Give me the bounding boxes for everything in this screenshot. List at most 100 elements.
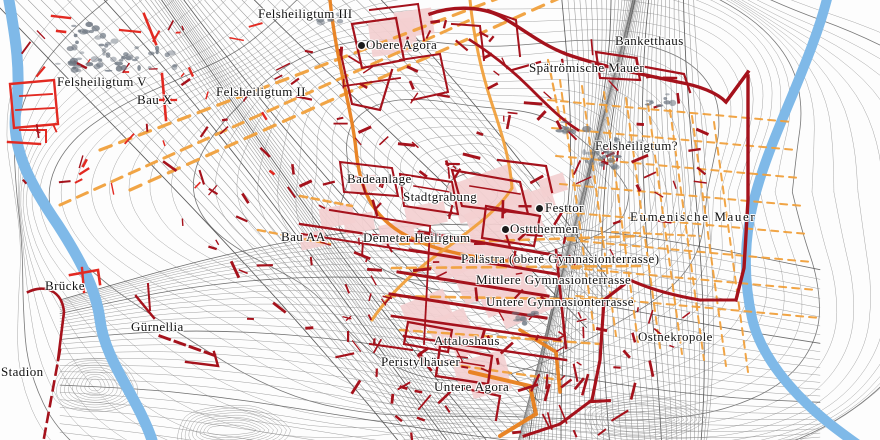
wall-segment <box>576 318 587 323</box>
map-label-peristylhaeuser[interactable]: Peristylhäuser <box>381 354 461 369</box>
map-label-bau-aa[interactable]: Bau AA <box>281 229 326 244</box>
map-label-bruecke[interactable]: Brücke <box>45 278 85 293</box>
wall-segment <box>342 76 402 88</box>
contour-knoll <box>76 371 114 399</box>
wall-segment <box>291 164 295 175</box>
contour-line <box>158 0 481 440</box>
map-label-felsheiligtum-fragezeichen[interactable]: Felsheiligtum? <box>595 138 678 153</box>
map-label-untere-agora[interactable]: Untere Agora <box>434 379 510 394</box>
wall-segment <box>557 334 566 340</box>
map-label-badeanlage[interactable]: Badeanlage <box>347 171 412 186</box>
contour-knoll <box>192 414 274 440</box>
map-label-ostthermen[interactable]: Osttthermen <box>510 221 579 236</box>
wall-segment <box>526 233 543 237</box>
map-label-spaetroemische-mauer[interactable]: Spätrömische Mauer <box>529 60 645 75</box>
wall-segment <box>81 158 88 168</box>
map-label-eumenische-mauer[interactable]: Eumenische Mauer <box>630 209 757 224</box>
wall-segment <box>361 240 365 256</box>
street-line <box>625 97 661 349</box>
wall-segment <box>517 228 531 241</box>
map-label-stadion[interactable]: Stadion <box>1 364 44 379</box>
wall-segment <box>576 361 582 366</box>
contour-line-east <box>646 0 668 440</box>
map-label-felsheiligtum-v[interactable]: Felsheiligtum V <box>57 74 147 89</box>
wall-segment <box>612 220 621 225</box>
contour-line-east <box>624 0 641 440</box>
street-line <box>559 183 805 207</box>
rubble-patch <box>77 29 82 33</box>
wall-segment <box>461 365 469 369</box>
map-label-festtor[interactable]: Festtor <box>545 200 584 215</box>
map-label-bau-x[interactable]: Bau X <box>137 92 173 107</box>
wall-segment <box>50 14 72 20</box>
wall-segment <box>344 283 350 294</box>
wall-segment <box>486 334 493 343</box>
rubble-patch <box>115 65 123 72</box>
rubble-patch <box>611 164 620 170</box>
street-line <box>468 370 539 438</box>
map-label-felsheiligtum-ii[interactable]: Felsheiligtum II <box>216 84 306 99</box>
map-label-obere-agora[interactable]: Obere Agora <box>366 37 438 52</box>
contour-line <box>145 0 466 440</box>
wall-segment <box>575 176 592 185</box>
map-label-mittlere-gymnasionterrasse[interactable]: Mittlere Gymnasionterrasse <box>476 272 632 287</box>
wall-segment <box>610 409 629 422</box>
wall-segment <box>372 338 383 354</box>
wall-segment <box>357 125 372 134</box>
map-label-ostnekropole[interactable]: Ostnekropole <box>638 329 713 344</box>
contour-line-east <box>688 0 710 440</box>
rubble-patch <box>521 320 528 326</box>
map-label-banketthaus[interactable]: Banketthaus <box>615 33 684 48</box>
wall-segment <box>259 146 271 158</box>
map-label-attaloshaus[interactable]: Attaloshaus <box>434 333 500 348</box>
wall-segment <box>554 248 568 350</box>
wall-segment <box>388 292 548 320</box>
map-point-marker-obere-agora[interactable] <box>358 42 365 49</box>
wall-segment <box>669 344 675 348</box>
contour-line <box>0 7 399 440</box>
river-west <box>3 0 158 440</box>
wall-segment <box>417 394 432 411</box>
contour-line-east <box>641 0 662 440</box>
map-label-untere-gymnasionterrasse[interactable]: Untere Gymnasionterrasse <box>486 294 634 309</box>
wall-segment <box>398 172 460 216</box>
contour-line <box>80 0 439 440</box>
wall-segment <box>15 107 55 111</box>
contour-ring <box>91 0 773 409</box>
map-point-marker-ostthermen[interactable] <box>502 226 509 233</box>
wall-segment <box>462 152 481 160</box>
rubble-patch <box>68 60 78 66</box>
contour-knoll <box>88 378 102 392</box>
rubble-patch <box>131 58 138 62</box>
contour-line <box>161 0 487 440</box>
wall-segment <box>336 116 344 121</box>
wall-segment <box>563 258 570 264</box>
map-label-guernellia[interactable]: Gürnellia <box>131 319 184 334</box>
wall-segment <box>260 111 268 121</box>
rubble-patch <box>582 125 592 133</box>
map-point-marker-festtor[interactable] <box>536 205 543 212</box>
map-label-demeter-heiligtum[interactable]: Demeter Heiligtum <box>363 230 471 245</box>
wall-segment <box>503 209 509 214</box>
wall-segment <box>648 360 655 378</box>
contour-line <box>131 0 458 440</box>
map-label-felsheiligtum-iii[interactable]: Felsheiligtum III <box>258 6 353 21</box>
contour-line <box>3 0 406 440</box>
wall-segment <box>35 65 46 78</box>
street-line <box>298 194 354 208</box>
contour-ring <box>17 0 880 440</box>
rubble-patch <box>327 18 334 22</box>
map-label-palaestra-obere-gymnasion[interactable]: Palästra (obere Gymnasionterrasse) <box>461 251 660 266</box>
contour-line-south <box>59 283 821 352</box>
map-label-stadtgrabung[interactable]: Stadtgrabung <box>403 189 478 204</box>
excavated-walls-layer <box>6 2 751 440</box>
rubble-patch <box>560 121 569 124</box>
rubble-patch <box>609 143 616 149</box>
wall-segment <box>118 28 142 34</box>
contour-line <box>114 0 451 440</box>
wall-segment <box>515 272 523 275</box>
wall-segment <box>425 297 437 303</box>
wall-segment <box>573 160 582 175</box>
wall-segment <box>386 243 393 253</box>
